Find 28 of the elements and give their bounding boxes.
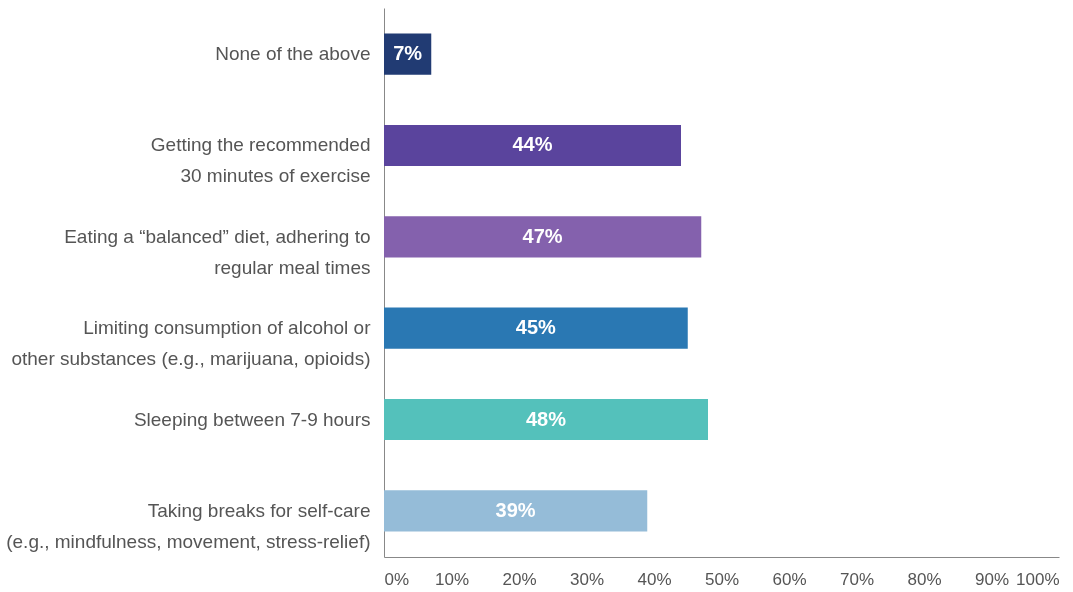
bar (384, 307, 688, 349)
data-label: 48% (525, 407, 567, 430)
y-tick-label: Getting the recommended 30 minutes of exercise (150, 134, 371, 187)
data-label: 7% (393, 42, 423, 65)
bar (384, 124, 681, 167)
x-tick-label: 50% (704, 569, 740, 589)
x-tick-label: 20% (502, 569, 537, 589)
x-tick-label: 70% (839, 569, 875, 589)
y-tick-label: Limiting consumption of alcohol or other substances (e.g., marijuana, opioids) (11, 317, 372, 370)
data-label: 47% (522, 224, 563, 247)
data-label: 45% (515, 316, 557, 339)
x-tick-label: 90% (974, 569, 1010, 589)
data-label: 39% (495, 498, 536, 521)
x-tick-label: 30% (569, 569, 605, 589)
x-tick-label: 100% (1016, 569, 1060, 589)
x-tick-label: 60% (772, 569, 807, 589)
x-tick-label: 10% (434, 569, 470, 589)
y-tick-label: None of the above (215, 43, 371, 65)
y-tick-label: Taking breaks for self-care (e.g., mindfulness, movement, stress-relief) (6, 499, 371, 552)
data-label: 44% (512, 133, 553, 156)
y-tick-label: Eating a “balanced” diet, adhering to regular meal times (64, 225, 371, 278)
bar (384, 216, 702, 258)
x-tick-label: 80% (907, 569, 942, 589)
y-tick-label: Sleeping between 7-9 hours (133, 408, 371, 430)
bar (384, 490, 648, 532)
x-tick-label: 0% (384, 569, 410, 589)
bar (384, 398, 708, 441)
x-tick-label: 40% (637, 569, 672, 589)
